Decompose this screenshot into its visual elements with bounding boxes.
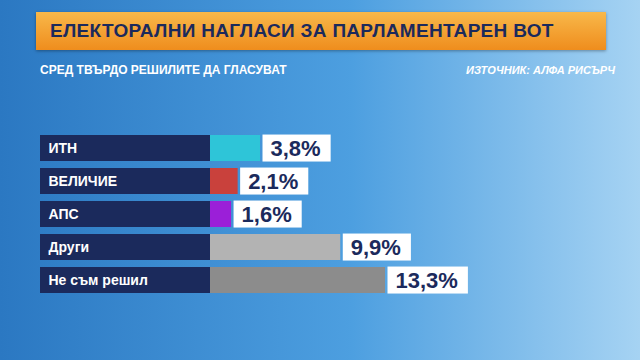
html-text:ИЗТОЧНИК: АЛФА РИСЪРЧ: ИЗТОЧНИК: АЛФА РИСЪРЧ <box>466 64 615 76</box>
html-text:ЕЛЕКТОРАЛНИ НАГЛАСИ ЗА ПАРЛАМЕ: ЕЛЕКТОРАЛНИ НАГЛАСИ ЗА ПАРЛАМЕНТАРЕН ВОТ <box>50 20 554 41</box>
svg-text:АПС: АПС <box>49 206 79 222</box>
svg-text:Не съм решил: Не съм решил <box>49 272 148 288</box>
svg-text:3,8%: 3,8% <box>271 136 321 161</box>
svg-text:9,9%: 9,9% <box>351 235 401 260</box>
svg-text:Други: Други <box>49 239 90 255</box>
svg-text:ИТН: ИТН <box>49 140 78 156</box>
svg-text:13,3%: 13,3% <box>396 268 458 293</box>
svg-text:1,6%: 1,6% <box>242 202 292 227</box>
svg-text:ВЕЛИЧИЕ: ВЕЛИЧИЕ <box>49 173 118 189</box>
html-text:СРЕД ТВЪРДО РЕШИЛИТЕ ДА ГЛАСУВ: СРЕД ТВЪРДО РЕШИЛИТЕ ДА ГЛАСУВАТ <box>40 63 287 77</box>
svg-text:2,1%: 2,1% <box>248 169 298 194</box>
